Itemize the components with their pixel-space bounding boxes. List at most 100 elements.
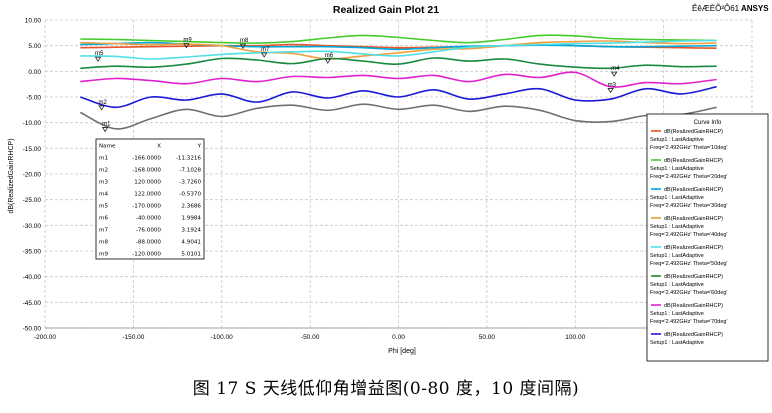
marker-table-cell: m9 [99, 252, 108, 258]
marker-table-cell: m2 [99, 168, 108, 174]
marker-table-cell: -76.0000 [136, 228, 162, 234]
legend-entry-line2: Setup1 : LastAdaptive [650, 311, 704, 317]
y-tick-label: -15.00 [23, 146, 42, 153]
legend-entry-line2: Setup1 : LastAdaptive [650, 340, 704, 346]
marker-table-cell: -166.0000 [132, 156, 161, 162]
legend-entry-line2: Setup1 : LastAdaptive [650, 253, 704, 259]
y-tick-label: -45.00 [23, 300, 42, 307]
marker-layer: m1 m2 m3 m4 m5 m6 m7 m8 m9 [94, 38, 620, 133]
series-line-7 [80, 71, 717, 88]
figure-caption: 图 17 S 天线低仰角增益图(0-80 度，10 度间隔) [192, 379, 580, 399]
y-tick-label: -30.00 [23, 223, 42, 230]
marker-table-cell: 120.0000 [134, 180, 161, 186]
marker-table-cell: -120.0000 [132, 252, 161, 258]
y-axis-label: dB(RealizedGainRHCP) [8, 138, 15, 213]
series-line-8 [80, 85, 717, 109]
x-axis-label: Phi [deg] [388, 348, 416, 355]
legend-entry-line1: dB(RealizedGainRHCP) [664, 216, 723, 222]
marker-table: Name X Ym1 -166.0000 -11.3216 m2 -168.0000 -7.1… [95, 138, 205, 260]
x-tick-label: 100.00 [565, 334, 585, 341]
marker-table-cell: m4 [99, 192, 108, 198]
legend-entry-line1: dB(RealizedGainRHCP) [664, 303, 723, 309]
marker-table-cell: -11.3216 [176, 156, 202, 162]
marker-table-cell: 122.0000 [134, 192, 161, 198]
marker-table-header: Y [197, 144, 202, 150]
marker-label-m8: m8 [240, 38, 249, 44]
marker-label-m6: m6 [325, 53, 334, 59]
x-tick-label: -150.00 [122, 334, 144, 341]
marker-m5 [94, 56, 102, 62]
marker-label-m5: m5 [95, 51, 104, 57]
marker-label-m4: m4 [611, 66, 620, 72]
y-tick-label: -20.00 [23, 172, 42, 179]
marker-table-cell: -168.0000 [132, 168, 161, 174]
legend-entry-line3: Freq='2.492GHz' Theta='60deg' [650, 290, 727, 296]
ansys-brand: ANSYS [741, 4, 769, 13]
marker-m3 [607, 88, 614, 94]
marker-table-cell: -3.7260 [179, 180, 201, 186]
legend-entry-line1: dB(RealizedGainRHCP) [664, 158, 723, 164]
y-tick-label: 5.00 [28, 43, 41, 50]
marker-table-cell: -88.0000 [136, 240, 162, 246]
legend-entry-line3: Freq='2.492GHz' Theta='30deg' [650, 203, 727, 209]
marker-table-cell: -7.1028 [179, 168, 201, 174]
chart-title: Realized Gain Plot 21 [333, 4, 439, 16]
marker-m7 [260, 52, 268, 58]
marker-table-cell: -170.0000 [132, 204, 161, 210]
legend-frame [646, 113, 769, 362]
marker-table-frame [95, 138, 205, 260]
marker-table-cell: m8 [99, 240, 108, 246]
y-tick-label: -40.00 [23, 274, 42, 281]
marker-label-m7: m7 [261, 47, 270, 53]
y-tick-label: -35.00 [23, 249, 42, 256]
series-layer [79, 34, 717, 130]
marker-m8 [239, 43, 247, 49]
y-tick-label: -25.00 [23, 197, 42, 204]
y-tick-label: -50.00 [23, 326, 42, 333]
marker-table-cell: 3.1924 [181, 228, 201, 234]
series-line-2 [80, 34, 717, 44]
curve-info-legend: Curve Info dB(RealizedGainRHCP) Setup1 : L… [646, 113, 769, 362]
marker-label-m1: m1 [102, 121, 111, 127]
marker-table-cell: -0.5370 [179, 192, 201, 198]
marker-table-header: X [157, 144, 161, 150]
marker-table-cell: 4.9041 [181, 240, 201, 246]
legend-entry-line1: dB(RealizedGainRHCP) [664, 332, 723, 338]
marker-label-m3: m3 [608, 82, 617, 88]
legend-entry-line3: Freq='2.492GHz' Theta='50deg' [650, 261, 727, 267]
legend-entry-line1: dB(RealizedGainRHCP) [664, 245, 723, 251]
marker-table-header: Name [99, 144, 116, 150]
marker-m9 [183, 43, 190, 49]
x-tick-label: 0.00 [392, 334, 405, 341]
marker-label-m9: m9 [183, 38, 192, 44]
series-line-5 [80, 39, 717, 60]
legend-entry-line2: Setup1 : LastAdaptive [650, 137, 704, 143]
legend-entry-line2: Setup1 : LastAdaptive [650, 166, 704, 172]
marker-m4 [610, 71, 618, 77]
y-tick-label: 10.00 [25, 18, 42, 25]
series-line-6 [80, 57, 717, 70]
legend-entry-line3: Freq='2.492GHz' Theta='10deg' [650, 145, 727, 151]
marker-table-cell: 5.0101 [181, 252, 201, 258]
marker-table-cell: m6 [99, 216, 108, 222]
legend-entry-line2: Setup1 : LastAdaptive [650, 224, 704, 230]
marker-table-cell: m7 [99, 228, 108, 234]
legend-entry-line3: Freq='2.492GHz' Theta='20deg' [650, 174, 727, 180]
marker-table-cell: m5 [99, 204, 108, 210]
marker-label-m2: m2 [99, 100, 108, 106]
legend-entry-line3: Freq='2.492GHz' Theta='40deg' [650, 232, 727, 238]
series-line-4 [80, 40, 717, 60]
marker-table-cell: 2.3686 [181, 204, 201, 210]
y-tick-label: -10.00 [23, 120, 42, 127]
legend-title: Curve Info [694, 120, 722, 126]
legend-entry-line1: dB(RealizedGainRHCP) [664, 187, 723, 193]
legend-entry-line2: Setup1 : LastAdaptive [650, 195, 704, 201]
marker-m6 [324, 58, 332, 64]
x-tick-label: -50.00 [301, 334, 320, 341]
marker-m1 [101, 127, 109, 133]
x-tick-label: 50.00 [479, 334, 496, 341]
legend-entry-line3: Freq='2.492GHz' Theta='70deg' [650, 319, 727, 325]
marker-table-cell: m1 [99, 156, 108, 162]
